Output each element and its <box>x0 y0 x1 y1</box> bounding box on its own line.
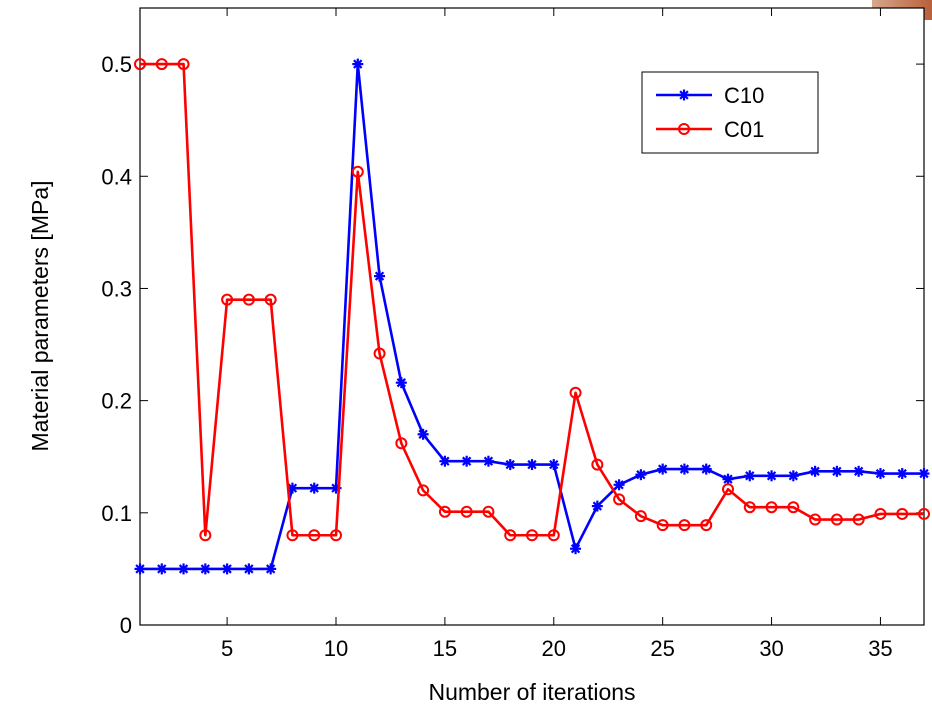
axis-ticks: 5 10 15 20 25 30 35 0 0.1 0.2 0.3 0.4 0.5 <box>101 8 924 661</box>
point-c10 <box>591 500 603 512</box>
y-tick-label: 0.2 <box>101 389 132 414</box>
point-c01 <box>242 293 255 306</box>
x-tick-label: 15 <box>433 636 457 661</box>
point-c01 <box>460 505 473 518</box>
point-c01 <box>417 484 430 497</box>
point-c10 <box>831 465 843 477</box>
point-c10 <box>526 459 538 471</box>
point-c10 <box>134 563 146 575</box>
point-c10 <box>265 563 277 575</box>
point-c01 <box>351 165 364 178</box>
point-c10 <box>874 468 886 480</box>
point-c01 <box>177 58 190 71</box>
point-c10 <box>570 543 582 555</box>
x-tick-label: 5 <box>221 636 233 661</box>
y-tick-label: 0.5 <box>101 52 132 77</box>
y-axis-label: Material parameters [MPa] <box>27 181 53 452</box>
point-c10 <box>722 473 734 485</box>
point-c01 <box>373 347 386 360</box>
point-c10 <box>178 563 190 575</box>
point-c01 <box>134 58 146 71</box>
y-tick-label: 0.3 <box>101 276 132 301</box>
point-c10 <box>308 482 320 494</box>
point-c01 <box>438 505 451 518</box>
y-tick-label: 0.4 <box>101 164 132 189</box>
point-c01 <box>787 501 800 514</box>
x-tick-label: 30 <box>759 636 783 661</box>
legend-label-c01: C01 <box>724 117 764 142</box>
point-c01 <box>896 507 909 520</box>
point-c01 <box>155 58 168 71</box>
x-tick-label: 10 <box>324 636 348 661</box>
point-c01 <box>395 437 408 450</box>
point-c01 <box>830 513 843 526</box>
point-c01 <box>199 529 212 542</box>
point-c01 <box>743 501 756 514</box>
point-c01 <box>526 529 538 542</box>
series-layer <box>134 58 930 575</box>
point-c01 <box>482 505 495 518</box>
point-c01 <box>852 513 865 526</box>
legend-marker-c10 <box>678 89 690 101</box>
point-c10 <box>395 377 407 389</box>
point-c10 <box>482 455 494 467</box>
point-c01 <box>809 513 822 526</box>
point-c10 <box>657 463 669 475</box>
point-c10 <box>896 468 908 480</box>
point-c01 <box>330 529 342 542</box>
point-c01 <box>765 501 778 514</box>
point-c01 <box>634 510 647 523</box>
point-c10 <box>417 428 429 440</box>
point-c10 <box>156 563 168 575</box>
point-c01 <box>722 483 734 496</box>
series-line-c01 <box>140 62 924 537</box>
y-tick-label: 0.1 <box>101 501 132 526</box>
legend-box <box>641 71 819 154</box>
legend-marker-c01 <box>678 123 690 135</box>
point-c01 <box>569 386 582 399</box>
point-c10 <box>199 563 211 575</box>
point-c01 <box>656 519 669 532</box>
point-c10 <box>461 455 473 467</box>
x-tick-label: 35 <box>868 636 892 661</box>
point-c10 <box>809 465 821 477</box>
point-c10 <box>613 479 625 491</box>
y-tick-label: 0 <box>120 613 132 638</box>
point-c01 <box>678 519 691 532</box>
x-axis-label: Number of iterations <box>428 679 635 705</box>
point-c01 <box>264 293 277 306</box>
point-c01 <box>286 529 299 542</box>
point-c10 <box>439 455 451 467</box>
point-c10 <box>352 58 364 70</box>
point-c01 <box>547 529 560 542</box>
point-c10 <box>766 470 778 482</box>
point-c01 <box>221 293 234 306</box>
legend-label-c10: C10 <box>724 83 764 108</box>
point-c01 <box>591 458 604 471</box>
point-c10 <box>700 463 712 475</box>
point-c10 <box>787 470 799 482</box>
x-tick-label: 25 <box>650 636 674 661</box>
point-c01 <box>308 529 321 542</box>
point-c01 <box>700 519 713 532</box>
point-c10 <box>221 563 233 575</box>
point-c10 <box>744 470 756 482</box>
point-c10 <box>635 469 647 481</box>
point-c10 <box>504 459 516 471</box>
point-c01 <box>918 507 930 520</box>
point-c10 <box>374 270 386 282</box>
point-c01 <box>874 507 887 520</box>
point-c01 <box>504 529 517 542</box>
point-c10 <box>918 468 930 480</box>
point-c10 <box>678 463 690 475</box>
point-c10 <box>548 459 560 471</box>
point-c10 <box>853 465 865 477</box>
x-tick-label: 20 <box>542 636 566 661</box>
point-c10 <box>243 563 255 575</box>
point-c01 <box>613 493 626 506</box>
